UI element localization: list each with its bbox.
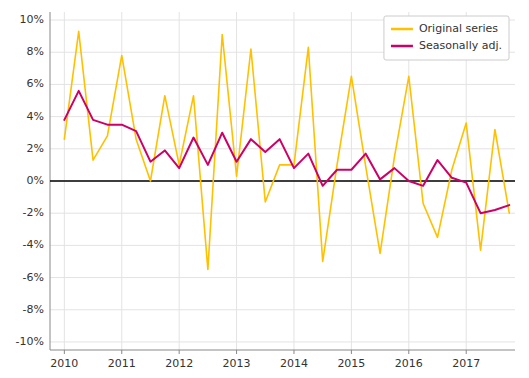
grid-line (50, 245, 515, 246)
x-tick-label: 2010 (50, 357, 78, 370)
y-tick-label: 8% (27, 45, 44, 58)
grid-line (50, 213, 515, 214)
grid-line (50, 181, 515, 182)
series-line (64, 91, 509, 213)
x-tick-label: 2014 (280, 357, 308, 370)
x-tick-label: 2013 (223, 357, 251, 370)
legend-label: Original series (419, 22, 498, 35)
y-tick-label: 6% (27, 77, 44, 90)
x-tick (466, 350, 467, 354)
grid-line (50, 148, 515, 149)
y-tick-label: -4% (23, 238, 44, 251)
x-tick (236, 350, 237, 354)
grid-line (50, 309, 515, 310)
y-tick-label: 0% (27, 174, 44, 187)
y-tick-label: -2% (23, 206, 44, 219)
legend-label: Seasonally adj. (419, 39, 502, 52)
y-tick-label: -6% (23, 271, 44, 284)
x-axis-line (50, 350, 515, 351)
y-tick-label: 10% (20, 13, 44, 26)
plot-area (50, 31, 515, 269)
x-tick (408, 350, 409, 354)
y-tick-label: 2% (27, 142, 44, 155)
legend: Original series Seasonally adj. (384, 16, 509, 60)
x-tick-label: 2016 (395, 357, 423, 370)
axes: -10% -8% -6% -4% -2% 0% 2% 4% 6% 8% 10% 2010 2011 201… (16, 12, 515, 370)
x-tick-label: 2011 (108, 357, 136, 370)
y-tick-label: -8% (23, 303, 44, 316)
x-tick (179, 350, 180, 354)
legend-box (384, 16, 509, 60)
x-tick (121, 350, 122, 354)
y-tick-label: 4% (27, 110, 44, 123)
x-tick (351, 350, 352, 354)
x-tick-label: 2017 (452, 357, 480, 370)
x-tick-label: 2012 (165, 357, 193, 370)
grid-line (50, 277, 515, 278)
legend-swatch (391, 28, 413, 31)
x-tick (293, 350, 294, 354)
grid (50, 12, 515, 350)
y-tick-label: -10% (16, 335, 44, 348)
x-tick (64, 350, 65, 354)
chart: -10% -8% -6% -4% -2% 0% 2% 4% 6% 8% 10% 2010 2011 201… (0, 0, 529, 378)
zero-line (50, 180, 515, 182)
x-tick-label: 2015 (337, 357, 365, 370)
series-line (64, 31, 509, 269)
legend-swatch (391, 45, 413, 48)
grid-line (50, 116, 515, 117)
grid-line (50, 341, 515, 342)
grid-line (50, 84, 515, 85)
